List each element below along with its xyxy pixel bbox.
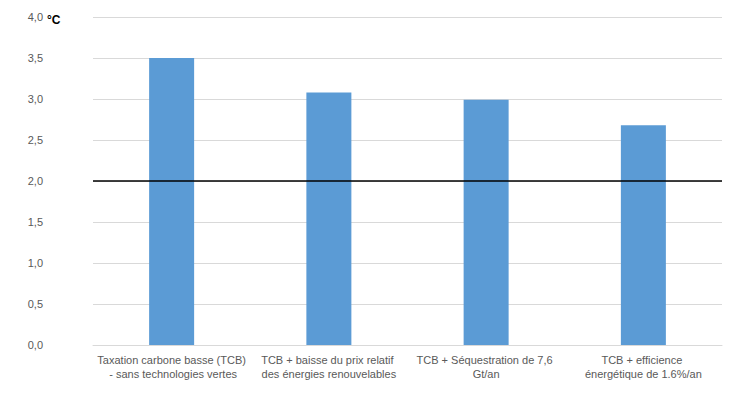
- svg-text:2,0: 2,0: [28, 175, 43, 187]
- svg-text:4,0: 4,0: [28, 11, 43, 23]
- svg-text:TCB + efficience: TCB + efficience: [601, 354, 685, 366]
- svg-text:Taxation carbone basse (TCB): Taxation carbone basse (TCB): [97, 354, 246, 366]
- svg-text:1,5: 1,5: [28, 216, 43, 228]
- svg-text:3,5: 3,5: [28, 52, 43, 64]
- svg-text:1,0: 1,0: [28, 257, 43, 269]
- svg-text:°C: °C: [47, 13, 61, 27]
- svg-text:0,0: 0,0: [28, 339, 43, 351]
- svg-text:TCB + baisse du prix relatif: TCB + baisse du prix relatif: [261, 354, 396, 366]
- svg-text:énergétique de 1.6%/an: énergétique de 1.6%/an: [585, 368, 702, 380]
- svg-text:Gt/an: Gt/an: [473, 368, 500, 380]
- svg-text:des énergies renouvelables: des énergies renouvelables: [262, 368, 397, 380]
- svg-text:0,5: 0,5: [28, 298, 43, 310]
- svg-text:3,0: 3,0: [28, 93, 43, 105]
- svg-text:2,5: 2,5: [28, 134, 43, 146]
- svg-text:- sans technologies vertes: - sans technologies vertes: [106, 368, 237, 380]
- svg-text:TCB + Séquestration de 7,6: TCB + Séquestration de 7,6: [417, 354, 556, 366]
